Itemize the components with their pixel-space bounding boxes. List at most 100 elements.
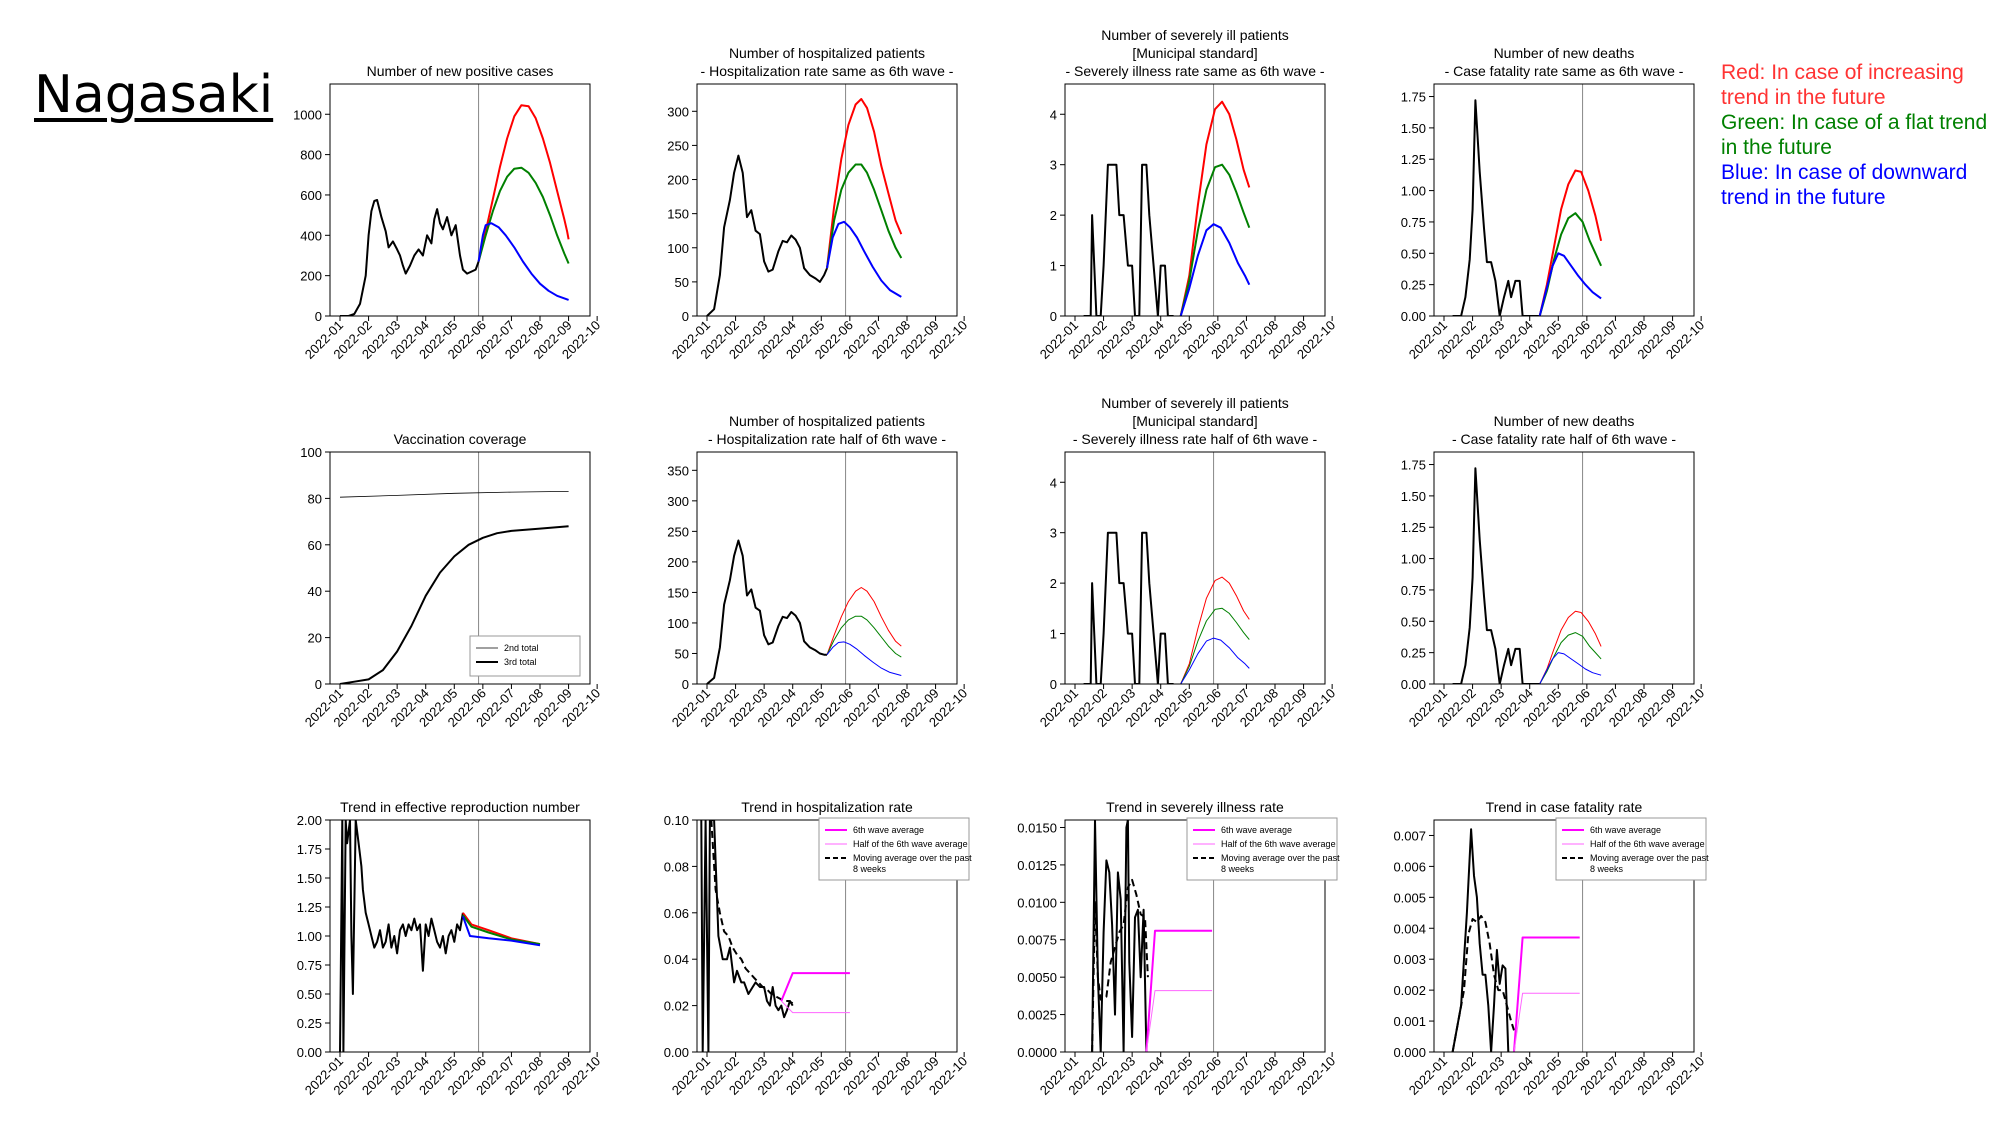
series-observed: [339, 820, 464, 1052]
chart-legend: 6th wave average Half of the 6th wave ave…: [1555, 817, 1709, 881]
legend-label: Half of the 6th wave average: [853, 839, 968, 849]
chart-title: Number of hospitalized patients: [729, 413, 925, 429]
plot-frame: [329, 83, 591, 317]
legend-label: 3rd total: [504, 657, 537, 667]
legend-note-blue: Blue: In case of downward trend in the f…: [1721, 161, 1968, 209]
series-half6: [1513, 992, 1580, 1052]
series-increase: [1538, 169, 1603, 316]
series-observed: [706, 154, 828, 316]
y-tick-label: 1.75: [1401, 458, 1426, 473]
plot-frame: [1433, 83, 1695, 317]
y-tick-label: 1.00: [1401, 552, 1426, 567]
y-tick-label: 800: [300, 148, 322, 163]
chart-deaths-half: Number of new deaths - Case fatality rate…: [1401, 413, 1708, 730]
y-tick-label: 1.50: [297, 871, 322, 886]
y-tick-label: 0: [315, 677, 322, 692]
y-tick-label: 1.25: [1401, 152, 1426, 167]
y-tick-label: 20: [308, 631, 322, 646]
y-tick-label: 350: [667, 463, 689, 478]
y-tick-label: 100: [300, 445, 322, 460]
series-movavg: [710, 820, 794, 1005]
chart-title: Number of new deaths: [1494, 413, 1635, 429]
y-tick-label: 1: [1050, 259, 1057, 274]
legend-label: Moving average over the past 8 weeks: [1590, 853, 1709, 874]
series-decrease: [477, 222, 569, 301]
series-avg6: [780, 972, 850, 1002]
chart-title: - Case fatality rate same as 6th wave -: [1445, 63, 1684, 79]
y-tick-label: 0: [1050, 677, 1057, 692]
plot-frame: [1433, 451, 1695, 685]
y-tick-label: 0.25: [1401, 646, 1426, 661]
y-tick-label: 0: [682, 677, 689, 692]
series-flat: [826, 163, 903, 269]
y-tick-label: 0.001: [1393, 1014, 1426, 1029]
y-tick-label: 1.50: [1401, 121, 1426, 136]
chart-severe-half: Number of severely ill patients [Municipa…: [1037, 395, 1338, 730]
series-thick: [339, 525, 569, 684]
chart-title: Trend in case fatality rate: [1486, 799, 1643, 815]
y-tick-label: 0.75: [1401, 215, 1426, 230]
series-decrease: [461, 915, 541, 947]
y-tick-label: 1.25: [1401, 520, 1426, 535]
plot-frame: [696, 451, 958, 685]
series-flat: [477, 166, 570, 264]
y-tick-label: 50: [675, 275, 689, 290]
y-tick-label: 80: [308, 491, 322, 506]
chart-title: - Hospitalization rate same as 6th wave …: [701, 63, 954, 79]
y-tick-label: 200: [667, 173, 689, 188]
chart-deaths-6th: Number of new deaths - Case fatality rate…: [1401, 45, 1708, 362]
y-tick-label: 0.000: [1393, 1045, 1426, 1060]
series-decrease: [1538, 252, 1602, 316]
y-tick-label: 0.0000: [1017, 1045, 1057, 1060]
scenario-legend: Red: In case of increasing trend in the …: [1721, 60, 1991, 210]
y-tick-label: 0.007: [1393, 828, 1426, 843]
y-tick-label: 250: [667, 524, 689, 539]
series-flat: [1179, 163, 1251, 316]
chart-title: - Severely illness rate half of 6th wave…: [1073, 431, 1318, 447]
series-movavg: [1091, 878, 1149, 1052]
plot-frame: [329, 819, 591, 1053]
y-tick-label: 300: [667, 104, 689, 119]
y-tick-label: 0.50: [1401, 246, 1426, 261]
y-tick-label: 0: [682, 309, 689, 324]
legend-label: Half of the 6th wave average: [1221, 839, 1336, 849]
legend-label: Moving average over the past 8 weeks: [1221, 853, 1340, 874]
series-observed: [1091, 820, 1148, 1052]
chart-title: [Municipal standard]: [1132, 45, 1257, 61]
series-observed: [1083, 163, 1174, 316]
y-tick-label: 300: [667, 494, 689, 509]
y-tick-label: 150: [667, 207, 689, 222]
y-tick-label: 0.75: [1401, 583, 1426, 598]
series-decrease: [826, 220, 902, 298]
chart-title: Trend in effective reproduction number: [340, 799, 580, 815]
legend-note-green: Green: In case of a flat trend in the fu…: [1721, 111, 1988, 159]
y-tick-label: 0.0025: [1017, 1008, 1057, 1023]
series-thin: [339, 491, 569, 498]
chart-title: Number of new deaths: [1494, 45, 1635, 61]
plot-frame: [1064, 451, 1326, 685]
plot-frame: [696, 83, 958, 317]
series-flat: [462, 914, 541, 946]
legend-label: Moving average over the past 8 weeks: [853, 853, 972, 874]
y-tick-label: 0.002: [1393, 983, 1426, 998]
y-tick-label: 0.00: [1401, 677, 1426, 692]
legend-label: 6th wave average: [853, 825, 924, 835]
y-tick-label: 0.0050: [1017, 970, 1057, 985]
y-tick-label: 0.75: [297, 958, 322, 973]
chart-legend: 6th wave average Half of the 6th wave ave…: [818, 817, 972, 881]
y-tick-label: 100: [667, 616, 689, 631]
y-tick-label: 1.00: [297, 929, 322, 944]
chart-legend: 6th wave average Half of the 6th wave ave…: [1186, 817, 1340, 881]
y-tick-label: 2: [1050, 576, 1057, 591]
y-tick-label: 0.02: [664, 999, 689, 1014]
series-decrease: [1179, 223, 1251, 316]
legend-label: 2nd total: [504, 643, 539, 653]
y-tick-label: 0.006: [1393, 859, 1426, 874]
series-increase: [1539, 610, 1602, 684]
y-tick-label: 40: [308, 584, 322, 599]
series-increase: [1180, 576, 1250, 684]
y-tick-label: 2.00: [297, 813, 322, 828]
y-tick-label: 0: [1050, 309, 1057, 324]
series-increase: [826, 98, 903, 269]
chart-reproduction: Trend in effective reproduction number 0.…: [297, 799, 604, 1098]
